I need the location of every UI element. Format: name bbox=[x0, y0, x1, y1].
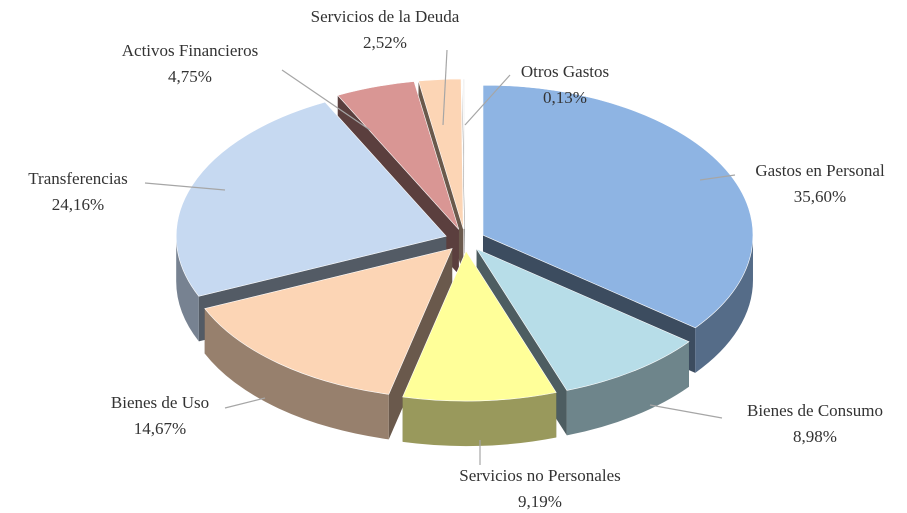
data-label-name: Transferencias bbox=[28, 169, 127, 188]
data-label-value: 9,19% bbox=[518, 492, 562, 511]
leader-line bbox=[281, 69, 371, 131]
data-label-name: Servicios de la Deuda bbox=[311, 7, 460, 26]
data-label-name: Gastos en Personal bbox=[755, 161, 885, 180]
slice-wall bbox=[566, 341, 689, 436]
slice-wall bbox=[204, 308, 389, 440]
leader-line bbox=[649, 404, 723, 419]
slice bbox=[204, 248, 453, 440]
data-label-value: 24,16% bbox=[52, 195, 104, 214]
slice-top bbox=[482, 84, 754, 329]
data-label-value: 4,75% bbox=[168, 67, 212, 86]
slice-top bbox=[175, 101, 447, 297]
leader-line bbox=[464, 74, 511, 126]
data-label-name: Otros Gastos bbox=[521, 62, 609, 81]
slice-top bbox=[418, 78, 464, 230]
slice-top bbox=[204, 248, 453, 395]
data-label-value: 14,67% bbox=[134, 419, 186, 438]
data-label-name: Bienes de Consumo bbox=[747, 401, 883, 420]
data-label-value: 0,13% bbox=[543, 88, 587, 107]
leader-line bbox=[442, 49, 448, 126]
data-label-value: 8,98% bbox=[793, 427, 837, 446]
slice-wall bbox=[695, 235, 753, 373]
data-label-name: Servicios no Personales bbox=[459, 466, 620, 485]
leader-line bbox=[224, 397, 266, 409]
slice bbox=[462, 78, 466, 274]
slice-top bbox=[337, 81, 460, 230]
slice-top bbox=[462, 78, 466, 229]
slice-wall bbox=[402, 392, 557, 447]
leader-line bbox=[699, 174, 736, 181]
data-label-name: Activos Financieros bbox=[122, 41, 258, 60]
slice-top bbox=[402, 250, 557, 402]
data-label-value: 2,52% bbox=[363, 33, 407, 52]
data-label-name: Bienes de Uso bbox=[111, 393, 209, 412]
leader-line bbox=[144, 182, 226, 191]
slice bbox=[402, 250, 557, 447]
slice-top bbox=[475, 248, 690, 391]
data-label-value: 35,60% bbox=[794, 187, 846, 206]
slice-wall bbox=[176, 236, 199, 342]
